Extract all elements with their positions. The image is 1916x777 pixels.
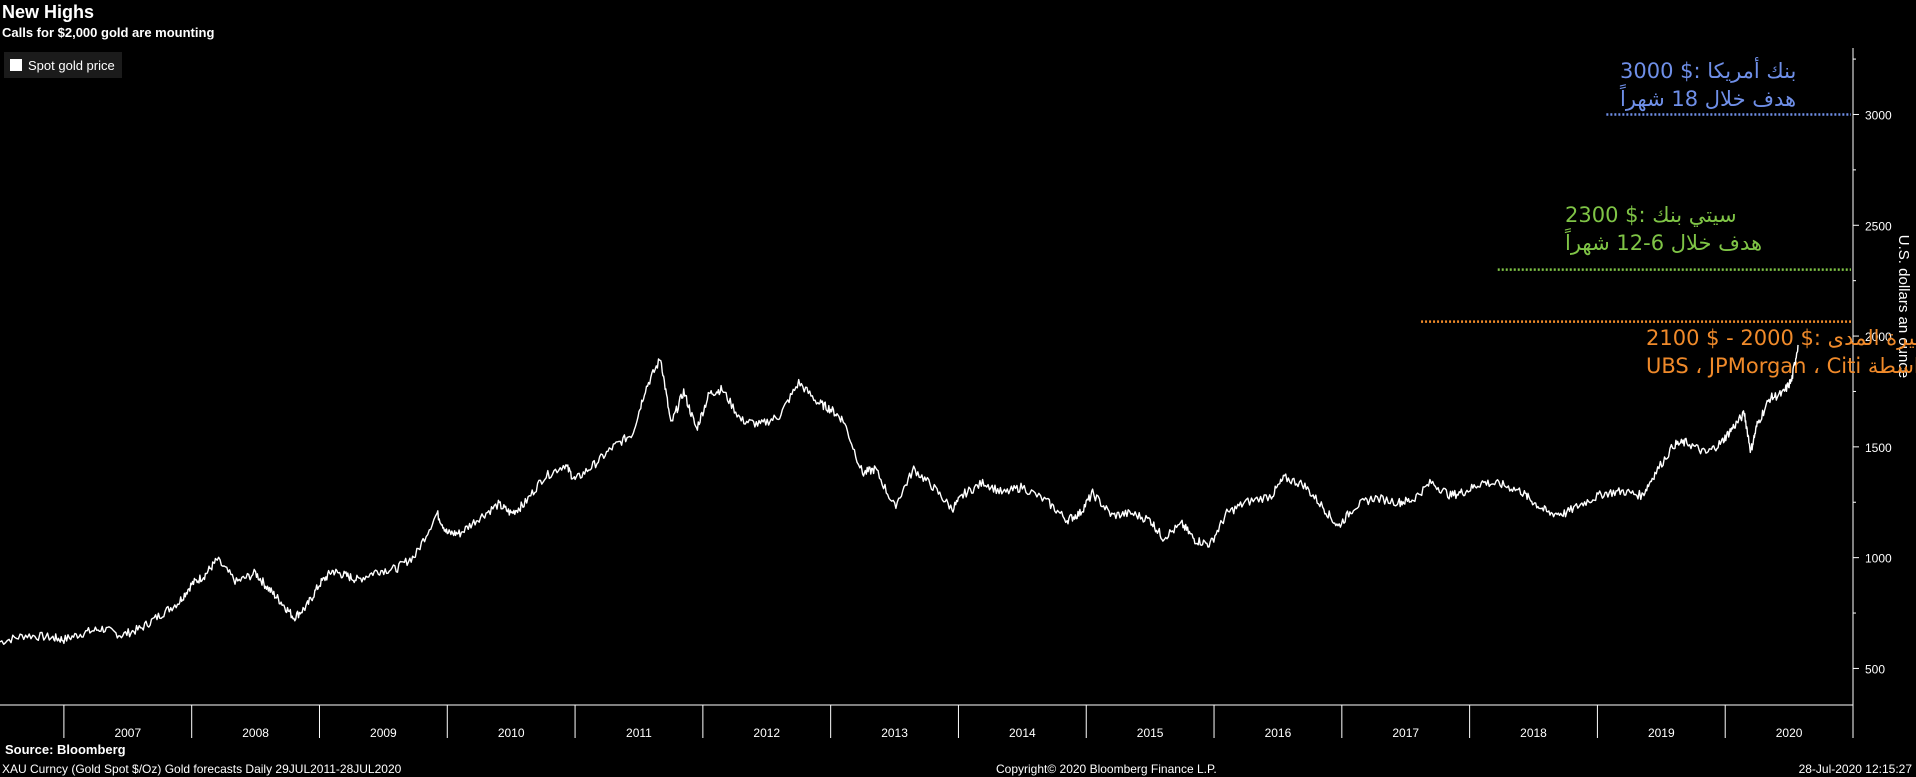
y-tick-label: 500	[1865, 662, 1885, 676]
y-tick-label: 2500	[1865, 219, 1892, 233]
x-tick-label: 2012	[753, 726, 780, 740]
y-tick-label: 1000	[1865, 552, 1892, 566]
ticker-meta: XAU Curncy (Gold Spot $/Oz) Gold forecas…	[2, 762, 402, 776]
legend-swatch	[10, 59, 22, 71]
target-annotation: سيتي بنك :$ 2300	[1565, 203, 1737, 227]
x-tick-label: 2017	[1392, 726, 1419, 740]
target-annotation: بنك أمريكا :$ 3000	[1620, 57, 1796, 83]
x-tick-label: 2019	[1648, 726, 1675, 740]
chart-subtitle: Calls for $2,000 gold are mounting	[2, 25, 215, 40]
x-tick-label: 2014	[1009, 726, 1036, 740]
y-axis-label: U.S. dollars an ounce	[1895, 235, 1912, 378]
x-tick-label: 2011	[626, 726, 652, 740]
copyright: Copyright© 2020 Bloomberg Finance L.P.	[996, 762, 1217, 776]
y-tick-label: 2000	[1865, 330, 1892, 344]
x-tick-label: 2013	[881, 726, 908, 740]
legend: Spot gold price	[4, 52, 122, 78]
timestamp: 28-Jul-2020 12:15:27	[1798, 762, 1912, 776]
target-annotation: هدف خلال 18 شهراً	[1620, 83, 1796, 111]
gold-price-line	[0, 344, 1799, 645]
source-note: Source: Bloomberg	[5, 742, 126, 757]
x-tick-label: 2016	[1265, 726, 1292, 740]
x-tick-label: 2007	[114, 726, 141, 740]
x-tick-label: 2009	[370, 726, 397, 740]
x-tick-label: 2020	[1776, 726, 1803, 740]
x-tick-label: 2008	[242, 726, 269, 740]
legend-label: Spot gold price	[28, 57, 115, 73]
x-tick-label: 2015	[1137, 726, 1164, 740]
y-tick-label: 1500	[1865, 441, 1892, 455]
x-tick-label: 2018	[1520, 726, 1547, 740]
x-tick-label: 2010	[498, 726, 525, 740]
y-tick-label: 3000	[1865, 108, 1892, 122]
chart-title: New Highs	[2, 2, 95, 22]
target-annotation: هدف خلال 6-12 شهراً	[1565, 227, 1762, 255]
target-annotation: بواسطة UBS ، JPMorgan ، Citi	[1646, 354, 1916, 378]
target-annotation: أهداف قصيرة المدى :$ 2000 - $ 2100	[1646, 324, 1916, 350]
